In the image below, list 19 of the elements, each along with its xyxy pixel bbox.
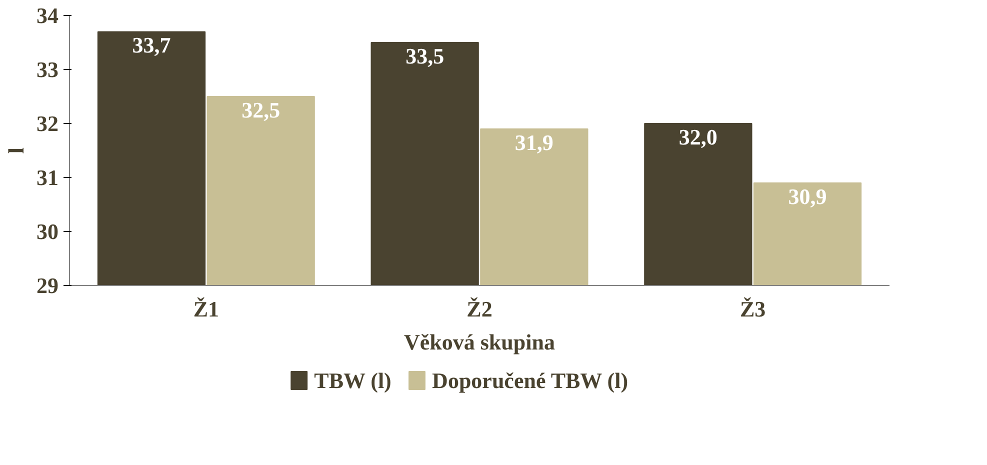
x-tick-label: Ž1 (193, 296, 220, 322)
y-tick-label: 32 (36, 111, 58, 136)
x-axis-title: Věková skupina (404, 330, 556, 354)
x-tick-label: Ž2 (466, 296, 492, 322)
y-axis-title: l (4, 147, 28, 154)
legend-label: Doporučené TBW (l) (432, 368, 628, 393)
data-label: 33,5 (406, 44, 444, 68)
y-tick-label: 31 (36, 165, 58, 190)
data-label: 33,7 (132, 32, 171, 58)
y-tick-label: 33 (36, 57, 58, 82)
data-label: 31,9 (514, 130, 554, 155)
y-tick-label: 34 (36, 3, 58, 28)
legend-label: TBW (l) (314, 368, 392, 393)
data-label: 30,9 (788, 184, 827, 209)
y-tick-label: 30 (36, 219, 58, 244)
y-tick-label: 29 (36, 273, 58, 298)
data-label: 32,5 (242, 98, 280, 122)
data-label: 32,0 (678, 124, 718, 150)
x-tick-label: Ž3 (740, 296, 766, 322)
